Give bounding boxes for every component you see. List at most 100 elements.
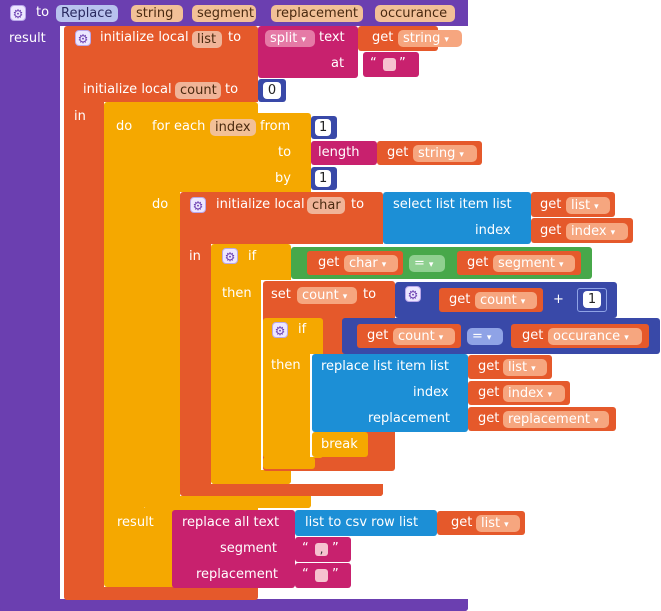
procedure-to-label: to (36, 5, 50, 20)
init-list-var[interactable]: list (192, 31, 222, 48)
if2-if-label: if (298, 322, 307, 337)
one-value[interactable]: 1 (583, 291, 601, 308)
comma-string-field[interactable]: , (315, 543, 328, 556)
get-list-var-3: list (481, 516, 501, 531)
get-label: get (478, 411, 500, 426)
get-index-dropdown[interactable]: index ▾ (566, 223, 628, 240)
init-char-label: initialize local (216, 197, 305, 212)
gear-icon[interactable]: ⚙ (10, 5, 26, 21)
param-replacement[interactable]: replacement (271, 5, 363, 22)
get-label: get (451, 515, 473, 530)
procedure-result-label: result (9, 31, 46, 46)
by-value[interactable]: 1 (315, 170, 331, 187)
param-string[interactable]: string (131, 5, 183, 22)
empty-string-field[interactable] (383, 58, 396, 71)
get-segment-dropdown[interactable]: segment ▾ (493, 255, 575, 272)
set-label: set (271, 287, 291, 302)
break-label: break (321, 437, 358, 452)
get-count-dropdown-1[interactable]: count ▾ (475, 292, 537, 309)
replace-list-item-block[interactable] (312, 354, 468, 432)
get-occurance-dropdown[interactable]: occurance ▾ (548, 328, 642, 345)
list-to-csv-block[interactable] (295, 510, 437, 536)
dropdown-arrow-icon: ▾ (381, 260, 387, 270)
for-each-do-label: do (152, 197, 169, 212)
replace-all-segment-label: segment (220, 541, 278, 556)
get-label: get (478, 359, 500, 374)
get-label: get (387, 145, 409, 160)
get-label: get (467, 255, 489, 270)
procedure-name-field[interactable]: Replace (56, 5, 118, 22)
if-block-2-bottom (263, 457, 315, 469)
init-count-var[interactable]: count (175, 82, 221, 99)
dropdown-arrow-icon: ▾ (428, 260, 434, 270)
get-label: get (540, 223, 562, 238)
get-replacement-var: replacement (508, 412, 591, 427)
get-char-dropdown[interactable]: char ▾ (344, 255, 398, 272)
compare-op-dropdown-2[interactable]: = ▾ (467, 328, 503, 345)
length-block[interactable] (311, 141, 377, 165)
get-list-dropdown-3[interactable]: list ▾ (476, 515, 520, 532)
get-list-dropdown-2[interactable]: list ▾ (503, 359, 547, 376)
dropdown-arrow-icon: ▾ (504, 520, 509, 530)
if1-if-label: if (248, 249, 257, 264)
compare-op-1: = (414, 256, 425, 271)
get-index-dropdown-2[interactable]: index ▾ (503, 385, 565, 402)
open-quote: “ (370, 56, 377, 71)
get-label: get (367, 328, 389, 343)
init-char-var[interactable]: char (307, 197, 345, 214)
close-quote: ” (399, 56, 406, 71)
do-label: do (116, 119, 133, 134)
get-index-var-2: index (508, 386, 544, 401)
dropdown-arrow-icon: ▾ (594, 416, 599, 426)
gear-icon[interactable]: ⚙ (190, 197, 206, 213)
dropdown-arrow-icon: ▾ (486, 333, 492, 343)
replace-all-label: replace all text (182, 515, 280, 530)
get-count-var-1: count (480, 293, 517, 308)
gear-icon[interactable]: ⚙ (75, 30, 91, 46)
from-value[interactable]: 1 (315, 119, 331, 136)
init-count-to-label: to (225, 82, 239, 97)
count-init-value[interactable]: 0 (263, 82, 281, 99)
length-label: length (318, 145, 360, 160)
gear-icon[interactable]: ⚙ (405, 286, 421, 302)
compare-op-2: = (472, 329, 483, 344)
gear-icon[interactable]: ⚙ (272, 322, 288, 338)
compare-op-dropdown-1[interactable]: = ▾ (409, 255, 445, 272)
dropdown-arrow-icon: ▾ (438, 333, 444, 343)
dropdown-arrow-icon: ▾ (624, 333, 629, 343)
dropdown-arrow-icon: ▾ (610, 228, 616, 238)
gear-icon[interactable]: ⚙ (222, 248, 238, 264)
select-label: select list item (393, 197, 489, 212)
dropdown-arrow-icon: ▾ (459, 150, 464, 160)
close-quote: ” (332, 567, 339, 582)
param-occurance[interactable]: occurance (375, 5, 455, 22)
split-dropdown[interactable]: split ▾ (265, 30, 315, 47)
get-string-dropdown[interactable]: string ▾ (398, 30, 462, 47)
replace-all-block[interactable] (172, 510, 295, 588)
close-quote: ” (332, 541, 339, 556)
set-count-dropdown[interactable]: count ▾ (297, 287, 357, 304)
init-count-in-label: in (74, 109, 86, 124)
get-count-var-2: count (398, 329, 435, 344)
csv-text: list to csv row (305, 515, 395, 530)
for-each-bottom (143, 496, 311, 508)
get-char-var: char (349, 256, 378, 271)
empty-string-field-2[interactable] (315, 569, 328, 582)
get-count-dropdown-2[interactable]: count ▾ (393, 328, 455, 345)
dropdown-arrow-icon: ▾ (547, 390, 553, 400)
plus-operator: + (553, 292, 564, 307)
get-replacement-dropdown[interactable]: replacement ▾ (503, 411, 609, 428)
get-list-dropdown[interactable]: list ▾ (566, 197, 610, 214)
param-segment[interactable]: segment (192, 5, 256, 22)
get-string-var: string (403, 31, 441, 46)
select-list-item-block[interactable] (383, 192, 531, 244)
if2-then-label: then (271, 358, 301, 373)
init-list-label: initialize local (100, 30, 189, 45)
get-string-dropdown-2[interactable]: string ▾ (413, 145, 477, 162)
dropdown-arrow-icon: ▾ (531, 364, 536, 374)
replace-index-label: index (413, 385, 449, 400)
for-each-to-label: to (278, 145, 292, 160)
break-block[interactable] (312, 432, 368, 457)
for-each-var[interactable]: index (210, 119, 256, 136)
for-each-label: for each (152, 119, 206, 134)
